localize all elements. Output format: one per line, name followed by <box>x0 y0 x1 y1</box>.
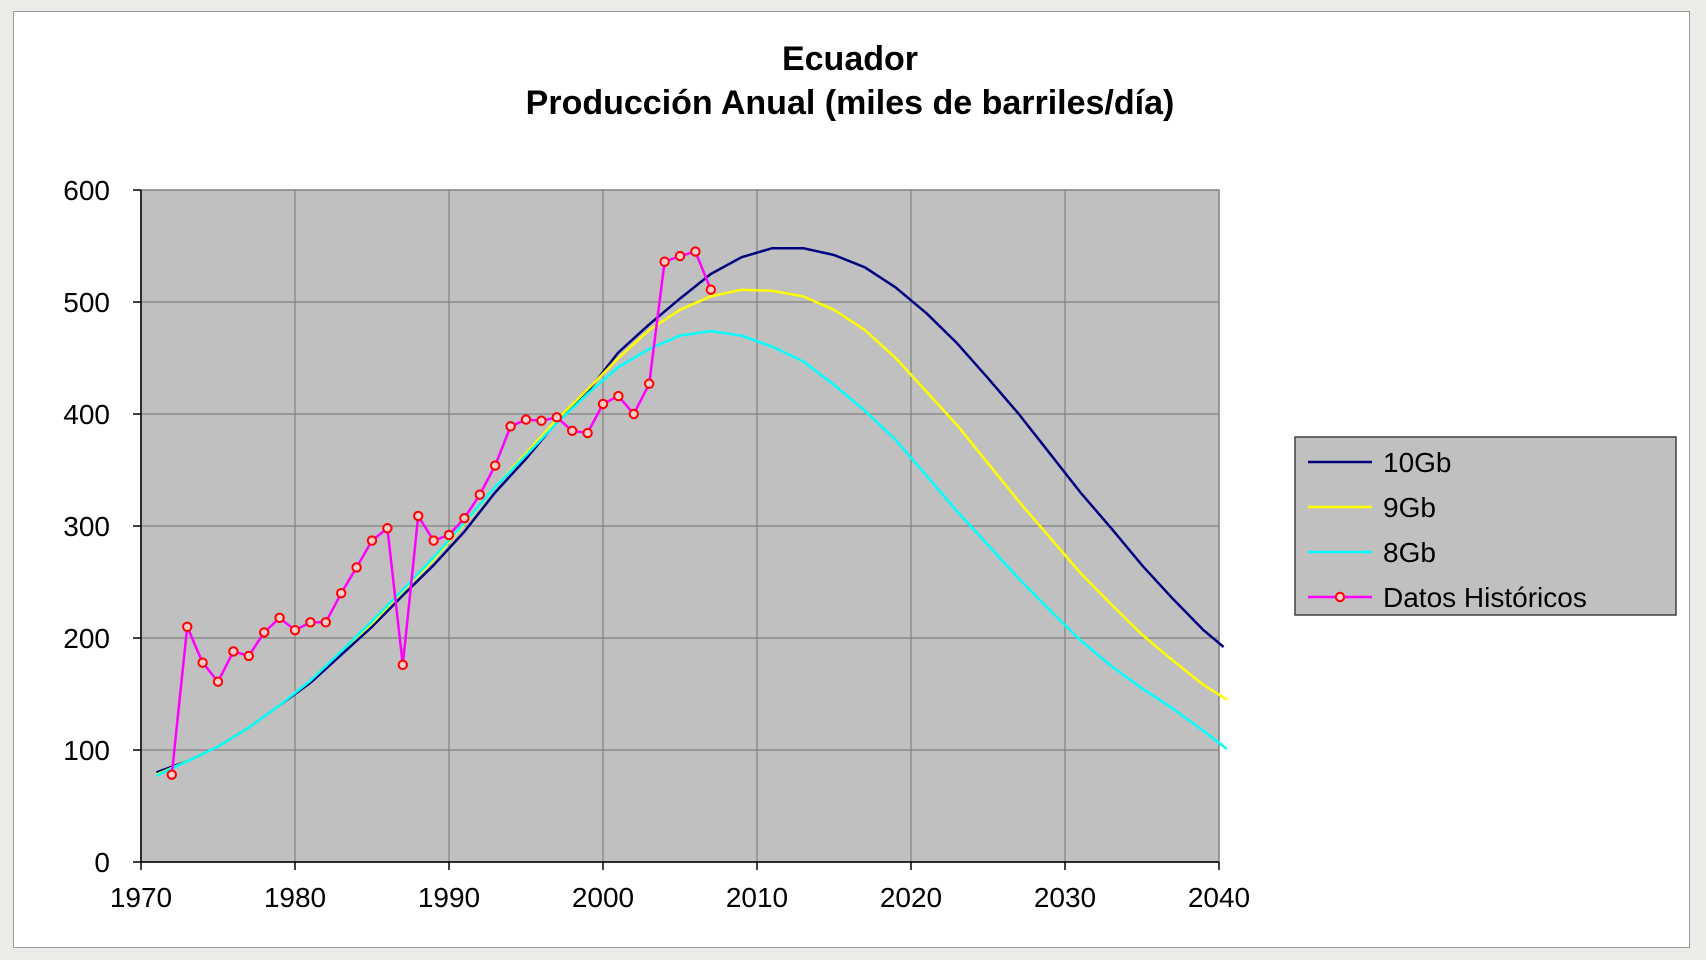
x-tick-label: 2020 <box>880 882 942 913</box>
legend-label-datos-historicos: Datos Históricos <box>1383 582 1587 613</box>
x-tick-label: 1980 <box>264 882 326 913</box>
y-tick-label: 300 <box>63 511 110 542</box>
chart-subtitle: Producción Anual (miles de barriles/día) <box>526 84 1175 122</box>
data-point-datos-historicos <box>551 412 562 423</box>
data-point-datos-historicos <box>274 612 285 624</box>
data-point-datos-historicos <box>582 427 593 439</box>
x-tick-label: 1990 <box>418 882 480 913</box>
series-line-10gb <box>155 246 1225 774</box>
data-point-datos-historicos <box>336 588 347 599</box>
x-tick-label: 2030 <box>1034 882 1096 913</box>
x-tick-label: 2000 <box>572 882 634 913</box>
data-point-datos-historicos <box>197 657 208 668</box>
data-point-datos-historicos <box>243 650 255 662</box>
y-tick-label: 0 <box>94 847 110 878</box>
x-tick-label: 1970 <box>110 882 172 913</box>
data-point-datos-historicos <box>705 284 716 295</box>
legend-label-9gb: 9Gb <box>1383 492 1436 523</box>
data-point-datos-historicos <box>351 562 362 573</box>
data-point-datos-historicos <box>644 378 655 389</box>
data-point-datos-historicos <box>474 489 485 500</box>
data-point-datos-historicos <box>289 624 301 636</box>
data-point-datos-historicos <box>536 415 547 426</box>
legend-marker-datos-historicos <box>1334 591 1346 603</box>
data-point-datos-historicos <box>659 256 670 267</box>
data-point-datos-historicos <box>366 535 378 546</box>
legend: 10Gb 9Gb 8Gb Datos Históricos <box>1294 436 1677 616</box>
legend-label-8gb: 8Gb <box>1383 537 1436 568</box>
legend-box <box>1294 436 1677 616</box>
data-point-datos-historicos <box>567 425 578 436</box>
y-tick-label: 400 <box>63 399 110 430</box>
y-tick-label: 500 <box>63 287 110 318</box>
y-tick-label: 200 <box>63 623 110 654</box>
data-point-datos-historicos <box>182 621 193 632</box>
series-line-8gb <box>155 329 1228 777</box>
data-point-datos-historicos <box>520 414 532 425</box>
data-point-datos-historicos <box>459 512 470 524</box>
chart-title: Ecuador <box>782 40 918 78</box>
x-tick-label: 2010 <box>726 882 788 913</box>
data-point-datos-historicos <box>490 460 501 471</box>
data-point-datos-historicos <box>397 659 408 671</box>
data-point-datos-historicos <box>305 617 316 628</box>
legend-label-10gb: 10Gb <box>1383 447 1452 478</box>
data-point-datos-historicos <box>413 510 424 522</box>
data-point-datos-historicos <box>505 421 516 432</box>
axes: 1970 1980 1990 2000 2010 2020 2030 2040 0 100 200 3… <box>63 175 1250 913</box>
y-tick-label: 600 <box>63 175 110 206</box>
data-point-datos-historicos <box>628 408 639 420</box>
data-point-datos-historicos <box>166 769 178 780</box>
y-tick-label: 100 <box>63 735 110 766</box>
data-point-datos-historicos <box>443 529 455 541</box>
data-point-datos-historicos <box>428 535 439 546</box>
data-point-datos-historicos <box>228 646 239 657</box>
data-point-datos-historicos <box>690 246 701 257</box>
data-point-datos-historicos <box>597 398 609 410</box>
x-tick-label: 2040 <box>1188 882 1250 913</box>
data-point-datos-historicos <box>212 676 224 687</box>
data-point-datos-historicos <box>320 617 331 628</box>
data-point-datos-historicos <box>613 390 624 402</box>
data-point-datos-historicos <box>674 250 686 262</box>
data-point-datos-historicos <box>259 627 270 638</box>
data-point-datos-historicos <box>382 523 393 534</box>
series-lines <box>155 246 1228 780</box>
